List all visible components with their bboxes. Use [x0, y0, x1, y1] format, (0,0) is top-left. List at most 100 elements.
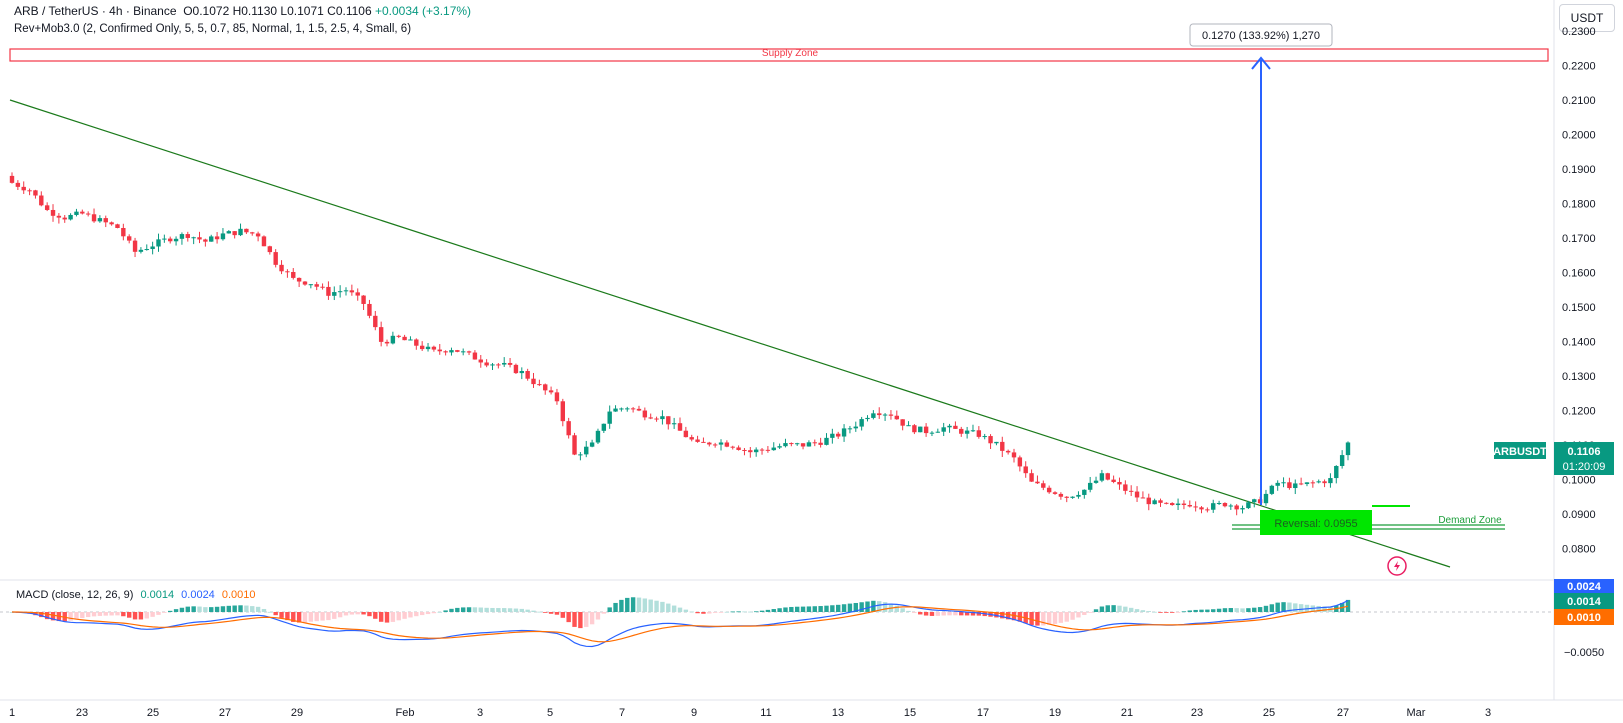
candle-body — [724, 442, 730, 447]
candle-body — [525, 371, 530, 379]
candle-body — [408, 339, 413, 341]
candle-body — [179, 234, 185, 239]
symbol-tag-box — [1494, 442, 1546, 459]
candle-body — [132, 240, 138, 252]
macd-hist-bar — [285, 612, 290, 621]
candle-body — [203, 239, 208, 242]
candle-body — [877, 413, 882, 416]
symbol-title[interactable]: ARB / TetherUS · 4h · Binance — [14, 4, 177, 18]
candle-body — [589, 442, 595, 447]
time-axis-label: 9 — [691, 707, 697, 719]
macd-hist-bar — [1170, 612, 1175, 613]
time-axis-label: Feb — [396, 707, 415, 719]
macd-hist-bar — [1064, 612, 1069, 622]
candle-body — [548, 390, 554, 393]
macd-hist-bar — [613, 602, 618, 612]
candle-body — [437, 349, 442, 352]
candle-body — [888, 414, 894, 416]
candle-body — [947, 425, 952, 428]
candle-body — [601, 423, 607, 431]
candle-body — [935, 431, 941, 433]
macd-hist-bar — [1158, 612, 1163, 613]
candle-body — [1269, 485, 1275, 494]
candle-body — [584, 446, 589, 455]
currency-button[interactable]: USDT — [1559, 4, 1615, 32]
candle-body — [1005, 450, 1011, 453]
price-axis-label: 0.1500 — [1562, 302, 1596, 314]
macd-hist-bar — [402, 612, 407, 619]
macd-hist-bar — [1099, 606, 1105, 612]
macd-hist-bar — [1011, 612, 1017, 621]
candle-body — [689, 437, 694, 440]
candle-body — [513, 364, 519, 374]
macd-hist-bar — [1076, 612, 1081, 618]
time-axis-label: 1 — [9, 707, 15, 719]
macd-hist-bar — [62, 612, 67, 622]
candle-body — [894, 415, 900, 420]
measure-label-box — [1189, 23, 1333, 47]
candle-body — [185, 234, 190, 238]
macd-hist-bar — [1046, 612, 1052, 625]
candle-body — [1123, 484, 1128, 491]
candle-body — [636, 408, 642, 411]
macd-hist-bar — [730, 611, 735, 613]
macd-hist-bar — [1234, 608, 1239, 612]
macd-hist-bar — [97, 612, 103, 616]
candle-body — [712, 444, 718, 446]
macd-hist-bar — [173, 609, 179, 612]
time-axis-label: 7 — [619, 707, 625, 719]
price-axis-label: 0.1900 — [1562, 164, 1596, 176]
candle-body — [531, 378, 536, 385]
time-axis-label: 3 — [1485, 707, 1491, 719]
macd-hist-bar — [1216, 608, 1222, 612]
candle-body — [742, 449, 747, 451]
candle-body — [355, 292, 360, 296]
candle-body — [91, 214, 97, 222]
candle-body — [490, 364, 495, 366]
candle-body — [414, 339, 419, 346]
macd-hist-bar — [1199, 609, 1204, 612]
candle-body — [144, 249, 149, 251]
candle-body — [718, 442, 724, 445]
macd-hist-bar — [126, 612, 132, 618]
candle-body — [865, 417, 870, 420]
candle-body — [460, 351, 466, 353]
macd-hist-bar — [1222, 608, 1228, 612]
candle-body — [613, 408, 618, 412]
time-axis-label: 3 — [477, 707, 483, 719]
macd-hist-bar — [601, 612, 607, 614]
macd-hist-bar — [941, 612, 946, 616]
macd-hist-bar — [753, 611, 759, 613]
indicator-legend[interactable]: Rev+Mob3.0 (2, Confirmed Only, 5, 5, 0.7… — [14, 23, 412, 35]
macd-hist-bar — [923, 612, 929, 616]
hist-axis-tag — [1554, 593, 1614, 609]
macd-hist-bar — [326, 612, 331, 621]
macd-title[interactable]: MACD (close, 12, 26, 9) 0.0014 0.0024 0.… — [16, 589, 256, 601]
macd-hist-bar — [1275, 602, 1280, 612]
macd-hist-bar — [1298, 604, 1304, 612]
macd-hist-bar — [513, 608, 519, 612]
macd-hist-bar — [1000, 612, 1005, 619]
candlestick-series — [9, 172, 1351, 516]
candle-body — [1093, 480, 1099, 483]
macd-hist-bar — [1345, 599, 1351, 612]
macd-hist-bar — [1322, 606, 1327, 612]
macd-hist-bar — [390, 612, 396, 622]
time-axis-label: 21 — [1121, 707, 1133, 719]
candle-body — [1035, 481, 1040, 484]
candle-body — [929, 432, 935, 434]
candle-body — [607, 411, 612, 424]
macd-hist-bar — [314, 612, 319, 622]
reversal-label: Reversal: 0.0955 — [1274, 518, 1357, 530]
macd-hist-bar — [1316, 605, 1321, 612]
macd-hist-bar — [642, 598, 648, 612]
candle-body — [1316, 481, 1321, 483]
macd-hist-bar — [1152, 611, 1157, 613]
candle-body — [841, 428, 847, 437]
macd-hist-bar — [836, 604, 841, 612]
candle-body — [33, 190, 38, 196]
countdown: 01:20:09 — [1563, 461, 1606, 473]
macd-hist-bar — [191, 606, 196, 612]
macd-hist-bar — [103, 612, 108, 616]
